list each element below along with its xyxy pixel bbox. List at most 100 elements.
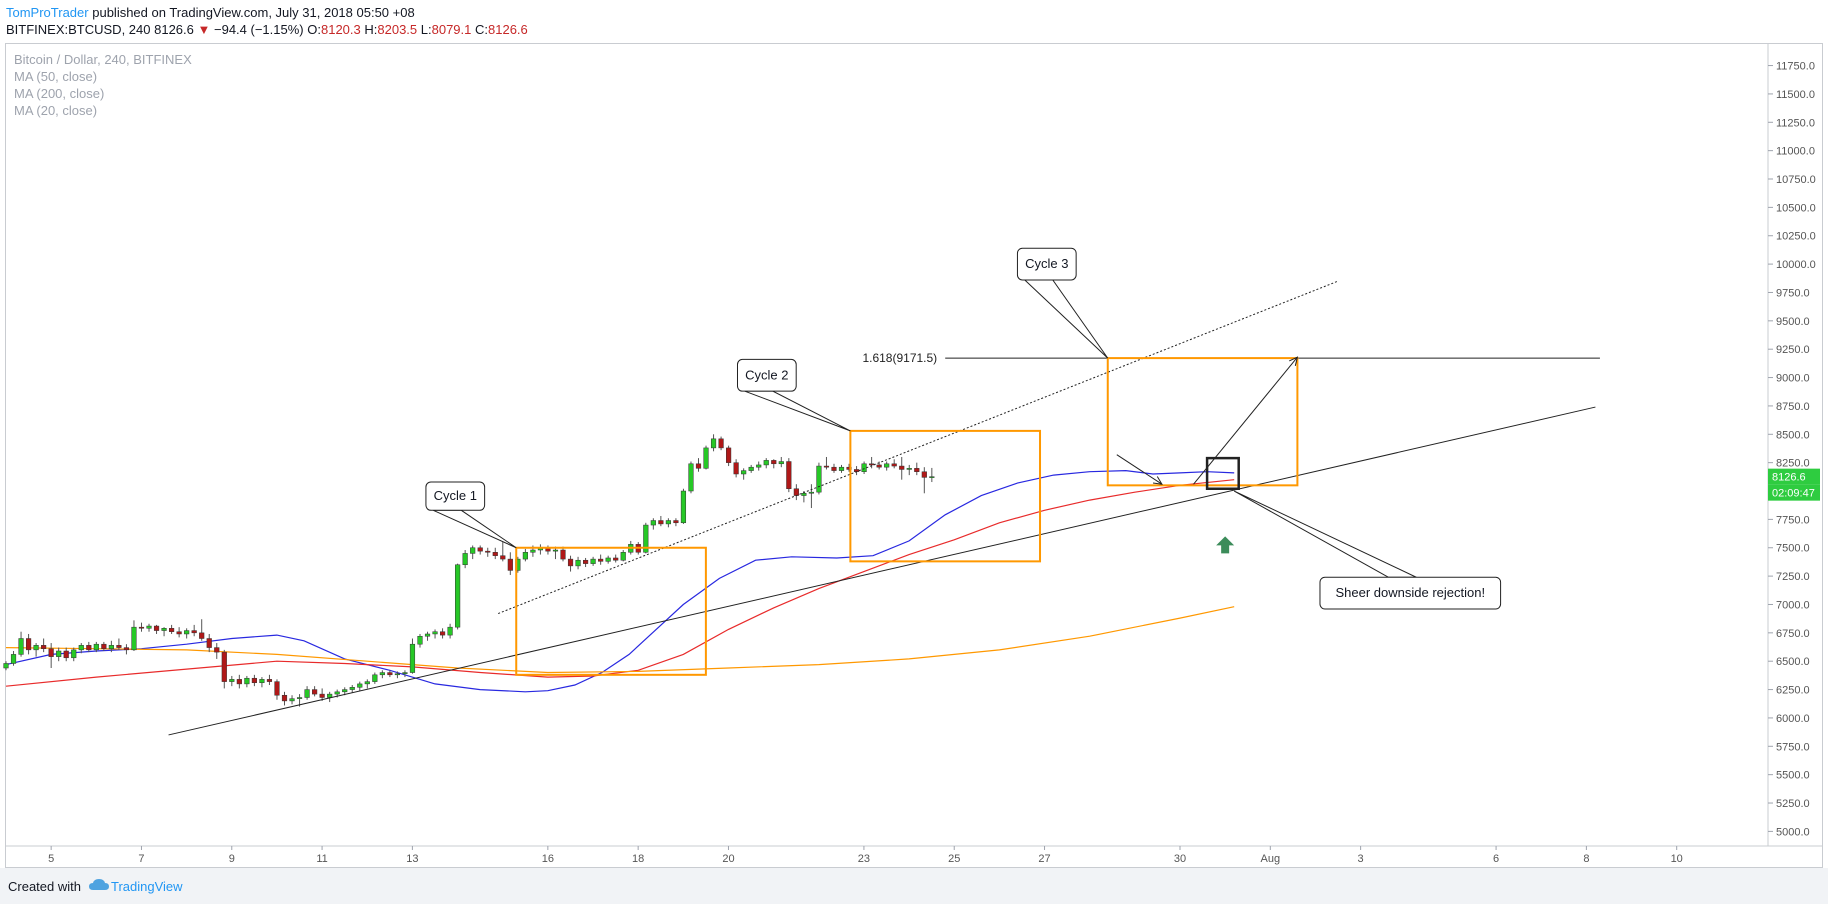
legend-ma200[interactable]: MA (200, close) [14,86,105,101]
candle-body [914,468,920,472]
candle [823,456,830,470]
last-price-tag-text: 8126.6 [1772,472,1806,484]
legend-ma20[interactable]: MA (20, close) [14,103,98,118]
candle [470,545,476,560]
candle [650,518,656,530]
candle-body [387,672,393,676]
candle-body [71,649,77,659]
candle-body [447,626,453,636]
candle-body [906,468,912,470]
candle [439,628,446,639]
x-tick-label: 20 [722,853,734,865]
y-tick-label: 10750.0 [1776,174,1816,186]
candle-body [598,558,604,562]
open-label: O: [307,22,321,37]
callout[interactable]: Cycle 1 [425,481,517,549]
cycle-box[interactable] [1106,357,1299,487]
chart-frame[interactable] [5,43,1823,868]
callout[interactable]: Cycle 2 [736,358,851,432]
candle [786,458,792,493]
candle-body [838,466,845,471]
candle-body [590,558,596,564]
candle-body [831,466,837,471]
candle [214,643,220,659]
callout[interactable]: Sheer downside rejection! [1233,490,1502,610]
legend-ma50[interactable]: MA (50, close) [14,69,98,84]
author-link[interactable]: TomProTrader [6,5,89,20]
x-tick-label: Aug [1261,853,1281,865]
candle-body [33,645,39,651]
candle [387,670,393,678]
created-with-text: Created with [8,879,81,894]
candle-body [552,549,559,552]
candle-body [793,488,799,496]
dotted-trendline[interactable] [497,280,1339,615]
candle-body [342,689,348,693]
arrow-head [1152,476,1163,485]
candle-body [372,674,378,682]
candle [605,555,611,564]
ma-line [5,469,1235,693]
candle-body [364,681,370,685]
countdown-tag [1768,484,1820,501]
callout-box [1319,576,1502,610]
close-value: 8126.6 [488,22,528,37]
candle-body [78,645,84,651]
candle [598,554,604,565]
candle-body [673,520,679,524]
candle [327,691,333,703]
callout-pointer [1023,279,1109,359]
y-tick-label: 7000.0 [1776,599,1810,611]
tradingview-link[interactable]: TradingView [111,879,183,894]
x-tick-label: 5 [48,853,54,865]
rejection-box[interactable] [1205,456,1240,490]
x-tick-label: 8 [1583,853,1589,865]
candle [153,624,160,634]
y-tick-label: 11750.0 [1776,61,1815,73]
cloud-logo-icon[interactable] [88,878,110,895]
close-label: C: [475,22,488,37]
cycle-box[interactable] [515,546,707,676]
candle [613,554,619,563]
candle [3,661,9,671]
small-arrow[interactable] [1116,454,1163,485]
candle-body [10,654,17,664]
candle-body [424,633,431,637]
time-axis[interactable]: 5 7 9 11 13 16 18 20 23 25 27 30 Aug 3 6 8 10 [48,846,1683,865]
projection-arrow[interactable] [1193,356,1299,485]
callout[interactable]: Cycle 3 [1016,247,1109,359]
candle [462,550,468,569]
candle-body [116,645,122,648]
candle-body [816,465,822,493]
x-tick-label: 30 [1174,853,1186,865]
chart-legend: Bitcoin / Dollar, 240, BITFINEX MA (50, … [14,51,192,119]
trendline[interactable] [168,406,1596,736]
candle [63,647,69,662]
symbol-label: BITFINEX:BTCUSD, 240 [6,22,151,37]
candle-body [575,559,581,567]
candle [78,643,84,654]
candle [108,640,114,653]
callout-text: Cycle 2 [745,367,788,382]
x-tick-label: 6 [1493,853,1499,865]
candle [259,677,265,688]
up-arrow-icon [1216,536,1235,554]
candle-body [613,557,619,561]
published-text: published on TradingView.com, July 31, 2… [92,5,415,20]
candle-body [899,465,905,470]
candle-body [259,679,265,684]
candle-body [522,552,528,560]
y-tick-label: 9000.0 [1776,373,1810,385]
candle [929,467,935,483]
candle-body [266,679,273,682]
candle [191,624,197,637]
price-axis[interactable]: 5000.0 5250.0 5500.0 5750.0 6000.0 6250.0 6500… [1768,61,1820,839]
candle-body [3,663,9,669]
candle-body [229,679,235,682]
cycle-box[interactable] [849,429,1042,563]
y-tick-label: 11500.0 [1776,89,1815,101]
candle [56,647,62,662]
candle-body [726,447,732,463]
price-change: −94.4 (−1.15%) [214,22,304,37]
